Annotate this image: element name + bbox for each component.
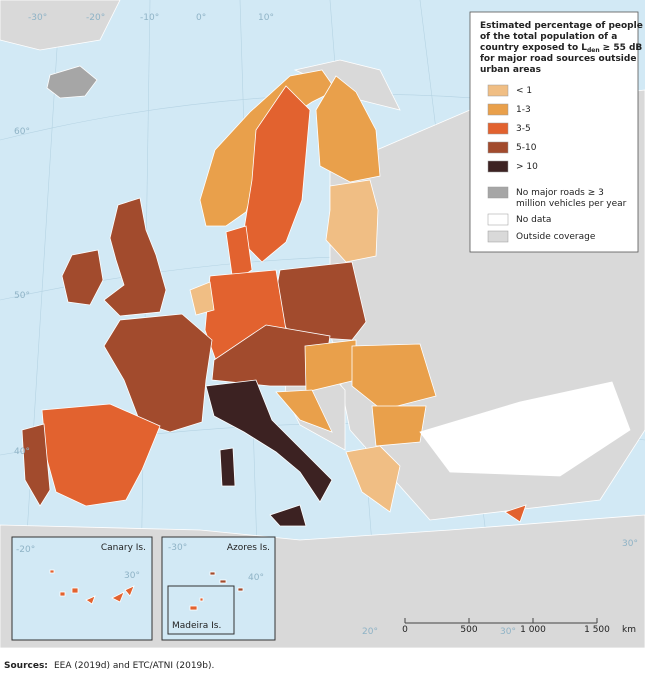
graticule-labels: -30° -20° -10° 0° 10° 60° 50° 40° 20° 30° 30° (14, 13, 638, 637)
graticule-label: 20° (362, 627, 378, 637)
region (205, 379, 333, 503)
legend-swatch (487, 122, 509, 135)
legend-swatch (487, 230, 509, 243)
graticule-label: -20° (86, 13, 105, 23)
region (351, 343, 437, 411)
inset-label: Madeira Is. (172, 621, 221, 631)
legend-label: Outside coverage (516, 232, 596, 242)
legend-label: 3-5 (516, 124, 531, 134)
inset-canary: Canary Is. -20° 30° (11, 536, 153, 641)
graticule-label: -10° (140, 13, 159, 23)
scale-label: 1 000 (520, 625, 546, 635)
region (21, 423, 51, 507)
title-subscript: den (587, 47, 600, 54)
region (315, 75, 381, 183)
legend-title: country exposed to Lden ≥ 55 dB (480, 43, 642, 54)
islands (189, 597, 204, 611)
region (41, 403, 161, 507)
region (225, 225, 253, 283)
islands (209, 571, 244, 592)
legend-label: 1-3 (516, 105, 531, 115)
region (189, 281, 215, 316)
graticule-label: 30° (622, 539, 638, 549)
scale-label: km (622, 625, 636, 635)
graticule-label: 10° (258, 13, 274, 23)
legend: Estimated percentage of people of the to… (469, 11, 643, 253)
region (241, 85, 311, 263)
graticule-label: 60° (14, 127, 30, 137)
graticule-label: 50° (14, 291, 30, 301)
sources-label: Sources: (4, 661, 48, 671)
region (103, 313, 213, 433)
region (211, 324, 331, 387)
scale-label: 1 500 (584, 625, 610, 635)
inset-label: Canary Is. (101, 543, 146, 553)
legend-label: No data (516, 215, 551, 225)
region (371, 405, 427, 447)
legend-items: < 1 1-3 3-5 5-10 > 10 No major roads ≥ 3milli… (487, 84, 627, 243)
legend-swatch (487, 141, 509, 154)
graticule-label: -30° (28, 13, 47, 23)
legend-label: 5-10 (516, 143, 537, 153)
countries (21, 65, 631, 527)
graticule-label: 30° (500, 627, 516, 637)
legend-swatch (487, 84, 509, 97)
region (269, 504, 307, 527)
legend-swatch (487, 160, 509, 173)
legend-label: No major roads ≥ 3 (516, 188, 604, 198)
legend-swatch (487, 103, 509, 116)
inset-azores: Azores Is. -30° 40° Madeira Is. (161, 536, 276, 641)
region (219, 447, 236, 487)
scale-label: 0 (402, 625, 408, 635)
region (345, 445, 401, 513)
islands (49, 569, 135, 605)
scale-label: 500 (460, 625, 477, 635)
legend-swatch (487, 213, 509, 226)
graticule-label: 40° (14, 447, 30, 457)
sources-text: EEA (2019d) and ETC/ATNI (2019b). (54, 661, 214, 671)
legend-swatch (487, 186, 509, 199)
title-part: ≥ 55 dB (603, 43, 643, 53)
legend-label: < 1 (516, 86, 532, 96)
region (504, 504, 527, 523)
region (325, 179, 379, 263)
scale-bar: 0 500 1 000 1 500 km (402, 618, 636, 635)
graticule-label: 30° (124, 571, 140, 581)
graticule-label: 0° (196, 13, 206, 23)
region (419, 381, 631, 477)
region (46, 65, 98, 99)
graticule-label: -30° (168, 543, 187, 553)
region (275, 389, 333, 433)
region (61, 249, 104, 306)
legend-title: Estimated percentage of people (480, 21, 643, 31)
region (273, 261, 367, 341)
legend-label: > 10 (516, 162, 538, 172)
graticule-label: 40° (248, 573, 264, 583)
legend-label: million vehicles per year (516, 199, 627, 209)
region (103, 197, 167, 317)
legend-title: for major road sources outside (480, 54, 636, 64)
legend-title: urban areas (480, 65, 541, 75)
inset-label: Azores Is. (227, 543, 270, 553)
graticule-label: -20° (16, 545, 35, 555)
title-part: country exposed to L (480, 43, 587, 53)
legend-title: of the total population of a (480, 32, 617, 42)
